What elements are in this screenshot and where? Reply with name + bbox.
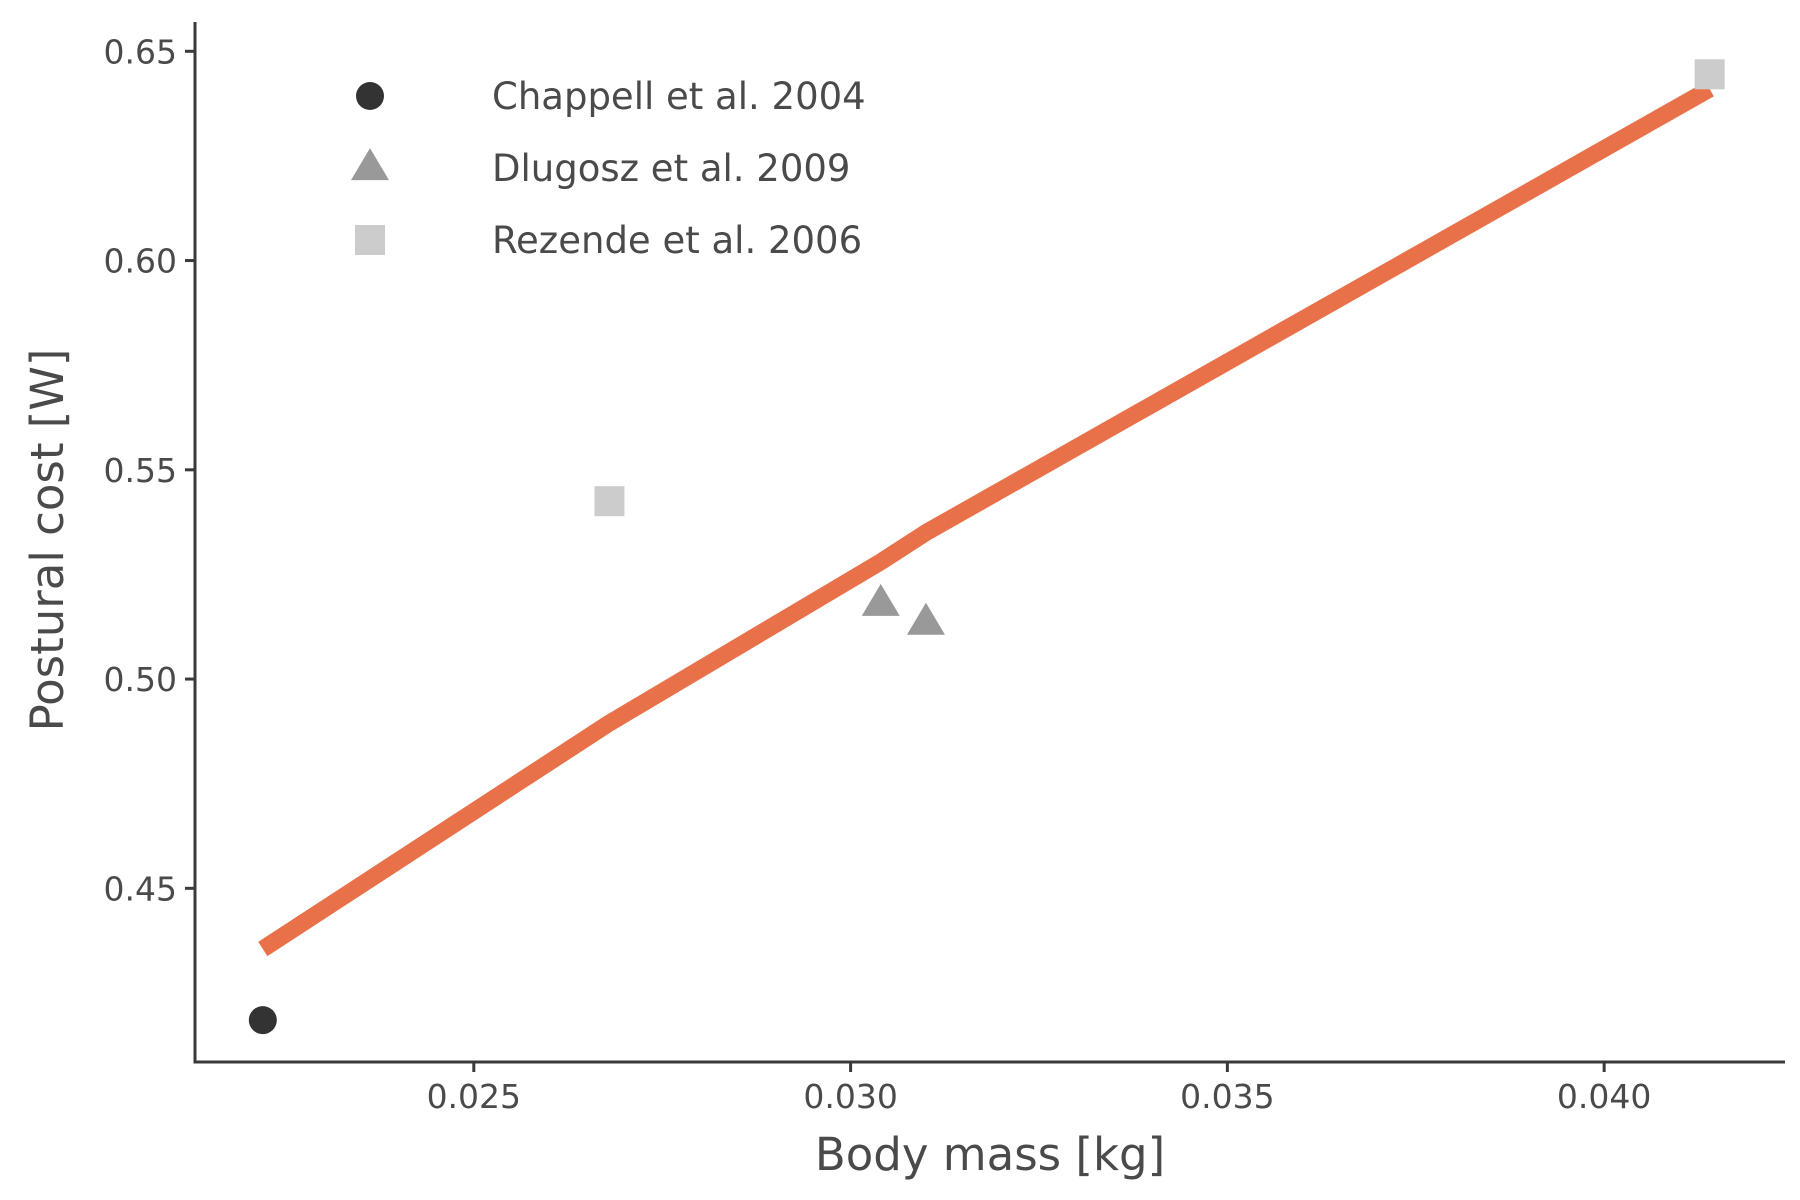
- legend-marker-triangle: [351, 148, 389, 181]
- fit-line: [258, 81, 1714, 957]
- x-tick-label: 0.040: [1557, 1077, 1651, 1116]
- x-axis-ticks: 0.025 0.030 0.035 0.040: [427, 1062, 1651, 1116]
- y-tick-label: 0.55: [104, 451, 177, 490]
- y-tick-label: 0.50: [104, 660, 177, 699]
- legend-label: Dlugosz et al. 2009: [492, 147, 850, 190]
- legend-marker-circle: [356, 82, 384, 110]
- x-tick-label: 0.035: [1180, 1077, 1274, 1116]
- data-point-triangle: [906, 602, 945, 635]
- legend-label: Rezende et al. 2006: [492, 219, 862, 262]
- x-axis-title: Body mass [kg]: [815, 1128, 1165, 1181]
- y-tick-label: 0.60: [104, 242, 177, 281]
- data-point-triangle: [861, 583, 900, 616]
- y-tick-label: 0.45: [104, 869, 177, 908]
- data-points: [248, 59, 1725, 1035]
- data-point-circle: [248, 1006, 277, 1035]
- y-axis-title: Postural cost [W]: [21, 349, 74, 732]
- legend: Chappell et al. 2004 Dlugosz et al. 2009 R…: [351, 75, 866, 262]
- x-tick-label: 0.025: [427, 1077, 521, 1116]
- data-point-square: [1694, 59, 1725, 90]
- legend-label: Chappell et al. 2004: [492, 75, 866, 118]
- y-axis-ticks: 0.45 0.50 0.55 0.60 0.65: [104, 32, 195, 908]
- y-tick-label: 0.65: [104, 32, 177, 71]
- x-tick-label: 0.030: [803, 1077, 897, 1116]
- data-point-square: [594, 486, 625, 517]
- legend-marker-square: [355, 225, 385, 255]
- fit-line-layer: [258, 81, 1714, 957]
